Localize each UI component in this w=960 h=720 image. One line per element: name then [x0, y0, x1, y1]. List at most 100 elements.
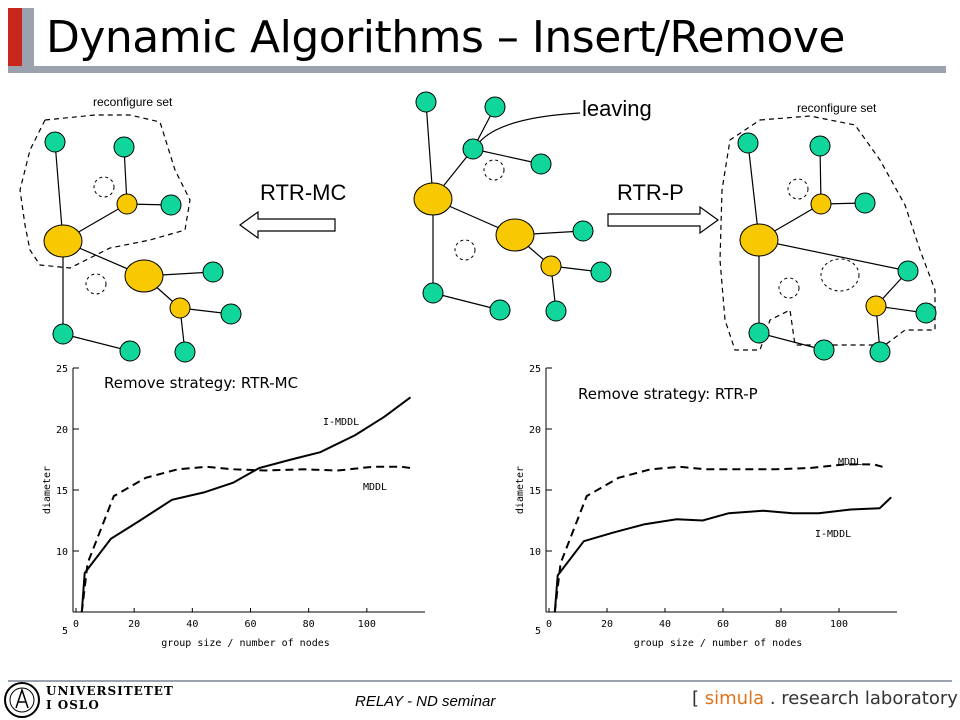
rtr-p-label: RTR-P [617, 180, 684, 205]
removed-node [778, 277, 800, 299]
x-axis-label: group size / number of nodes [161, 638, 330, 649]
leaf-node [737, 132, 759, 154]
x-tick-label: 80 [775, 619, 787, 630]
leaf-node [869, 341, 891, 363]
core-node [43, 224, 83, 258]
core-node [124, 259, 164, 293]
y-tick-label: 15 [529, 486, 541, 497]
core-node [169, 297, 191, 319]
left-tree-nodes [43, 131, 242, 363]
series-line-i-mddl [80, 396, 412, 613]
y-tick-label: 20 [529, 425, 541, 436]
title-bar-gray-vertical [22, 8, 34, 70]
y-tick-label: 10 [529, 547, 541, 558]
rtr-mc-label: RTR-MC [260, 180, 347, 205]
leaving-node [462, 138, 484, 160]
leaf-node [484, 96, 506, 118]
series-line-mddl [553, 463, 883, 613]
x-axis-label: group size / number of nodes [634, 638, 803, 649]
leaf-node [489, 299, 511, 321]
leaf-node [113, 136, 135, 158]
x-tick-label: 20 [601, 619, 613, 630]
leaf-node [809, 135, 831, 157]
leaf-node [590, 261, 612, 283]
university-name: UNIVERSITETET I OSLO [46, 684, 174, 712]
core-node [495, 218, 535, 252]
right-reconfigure-label: reconfigure set [797, 101, 877, 115]
leaf-node [545, 300, 567, 322]
left-reconfigure-region [19, 114, 191, 269]
y-tick-label: 5 [535, 626, 541, 637]
left-reconfigure-label: reconfigure set [93, 95, 173, 109]
leaf-node [530, 153, 552, 175]
leaf-node [174, 341, 196, 363]
x-tick-label: 0 [73, 619, 79, 630]
arrow-rtr-mc [238, 210, 336, 240]
x-tick-label: 100 [358, 619, 376, 630]
y-axis-label: diameter [515, 466, 526, 514]
series-label-mddl: MDDL [838, 457, 862, 468]
slide-title: Dynamic Algorithms – Insert/Remove [46, 12, 846, 63]
leaf-node [44, 131, 66, 153]
leaf-node [748, 322, 770, 344]
lab-bracket-open: [ [692, 688, 700, 709]
lab-brand: simula [704, 688, 765, 709]
removed-core-node [820, 258, 860, 292]
footer-line [8, 680, 952, 682]
leaf-node [52, 323, 74, 345]
x-tick-label: 100 [830, 619, 848, 630]
x-tick-label: 40 [186, 619, 198, 630]
lab-rest: . research laboratory [769, 688, 958, 709]
y-tick-label: 25 [56, 364, 68, 375]
x-tick-label: 40 [659, 619, 671, 630]
leaf-node [572, 220, 594, 242]
title-bar-dark [8, 8, 22, 70]
y-tick-label: 15 [56, 486, 68, 497]
removed-node [483, 159, 505, 181]
arrow-rtr-p [607, 205, 720, 235]
series-label-i-mddl: I-MDDL [323, 417, 359, 428]
leaf-node [422, 282, 444, 304]
leaving-label: leaving [582, 96, 652, 121]
y-tick-label: 25 [529, 364, 541, 375]
simula-logo: [ simula . research laboratory ] [692, 688, 960, 709]
series-line-mddl [80, 465, 411, 613]
chart-title-rtr-mc: Remove strategy: RTR-MC [104, 374, 299, 392]
y-axis-label: diameter [42, 466, 53, 514]
core-node [540, 255, 562, 277]
core-node [739, 223, 779, 257]
right-reconfigure-region [719, 115, 936, 351]
university-seal-icon [4, 682, 40, 718]
y-tick-label: 20 [56, 425, 68, 436]
core-node [810, 193, 832, 215]
leaf-node [160, 194, 182, 216]
series-label-mddl: MDDL [363, 482, 387, 493]
core-node [116, 193, 138, 215]
x-tick-label: 0 [546, 619, 552, 630]
removed-node [787, 178, 809, 200]
y-tick-label: 5 [62, 626, 68, 637]
leaf-node [119, 340, 141, 362]
leaf-node [813, 339, 835, 361]
leaf-node [915, 302, 937, 324]
title-underline [8, 66, 946, 73]
university-line-1: UNIVERSITETET [46, 684, 174, 698]
series-line-i-mddl [553, 496, 892, 613]
removed-node [93, 176, 115, 198]
leaf-node [202, 261, 224, 283]
middle-tree-nodes [413, 91, 612, 322]
chart-title-rtr-p: Remove strategy: RTR-P [578, 385, 758, 403]
footer-center-text: RELAY - ND seminar [355, 693, 496, 710]
x-tick-label: 60 [717, 619, 729, 630]
right-tree-nodes [737, 132, 937, 363]
leaf-node [220, 303, 242, 325]
y-tick-label: 10 [56, 547, 68, 558]
core-node [413, 182, 453, 216]
leaf-node [854, 192, 876, 214]
university-line-2: I OSLO [46, 698, 100, 712]
x-tick-label: 80 [303, 619, 315, 630]
